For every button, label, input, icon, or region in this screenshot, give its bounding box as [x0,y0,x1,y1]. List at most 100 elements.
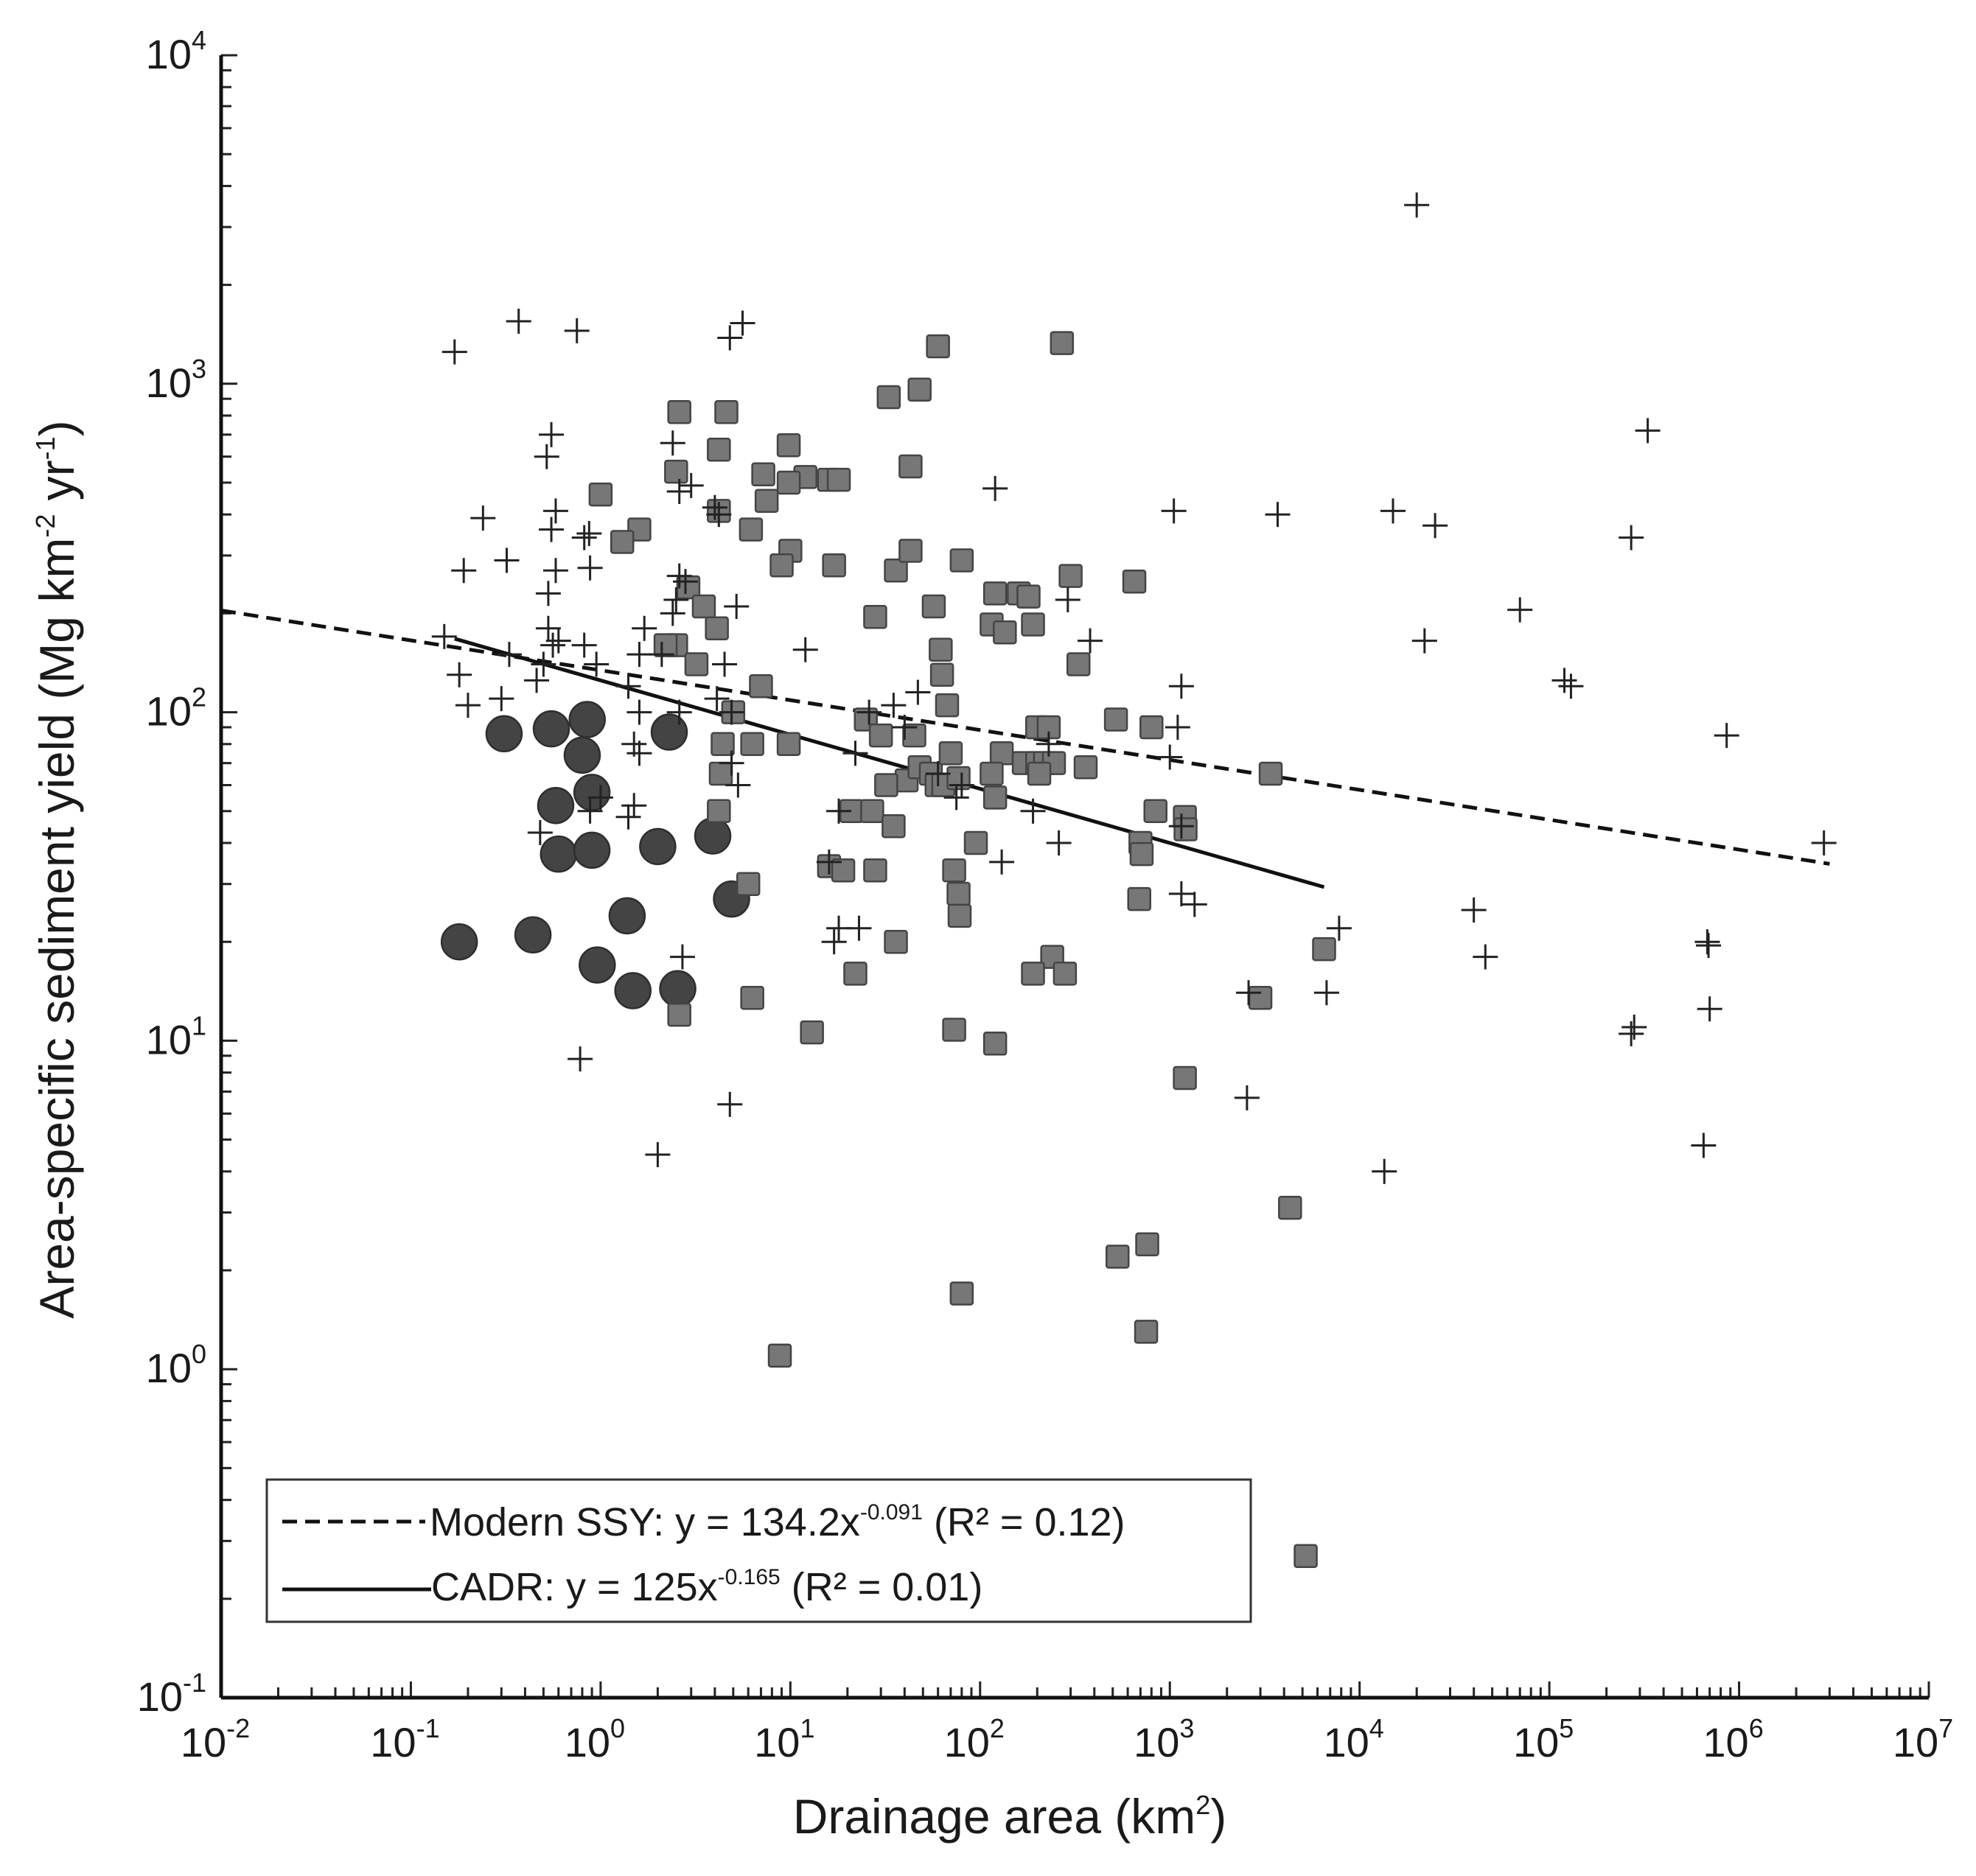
plus-point [949,772,974,798]
square-point [707,799,731,824]
square-point [876,385,901,410]
plus-point [621,731,647,757]
trendlines [220,609,1830,889]
plus-point [943,785,969,811]
circle-point [579,946,616,984]
circle-point [540,835,578,873]
plus-point [678,472,704,498]
circle-point [639,827,677,866]
square-point [993,620,1017,645]
plus-point [1558,673,1584,699]
plus-point [1621,1014,1647,1040]
square-point [929,662,954,687]
plus-point [649,642,674,668]
plus-point [1236,980,1262,1006]
plus-point [496,642,522,668]
circle-point [659,970,697,1008]
circle-point [614,972,652,1009]
trendline-modern-ssy [220,609,1830,866]
circle-point [514,916,552,954]
circle-point [563,736,601,774]
square-point [898,454,923,479]
square-point [982,1032,1008,1056]
square-point [1122,569,1147,594]
square-point [926,334,950,359]
plus-point [712,651,738,677]
plus-point [846,915,872,941]
square-point [1173,817,1198,841]
square-point [1050,331,1075,355]
square-point [1105,1245,1130,1269]
x-tick-label: 100 [565,1713,625,1765]
x-tick-label: 103 [1134,1713,1194,1765]
plus-point [470,505,496,531]
square-point [588,482,613,507]
square-point [860,799,884,824]
plus-point [1020,798,1046,824]
plus-point [615,804,641,830]
square-point [921,594,946,619]
plus-point [571,525,597,550]
x-tick-labels: 10-2 10-1 100 101 102 103 104 105 106 107 [181,1713,1953,1765]
plus-point [666,478,692,504]
square-point [664,459,688,484]
circle-point [440,923,478,961]
square-point [749,674,773,699]
plus-point [1157,744,1183,770]
plus-point [816,849,842,875]
plus-point [535,581,561,606]
square-point [942,1018,966,1042]
y-tick-label: 103 [146,354,206,406]
plus-point [1265,502,1291,528]
x-tick-label: 101 [754,1713,814,1765]
circle-point [568,701,606,738]
square-point [884,929,908,954]
square-point [1278,1195,1302,1220]
plus-point [577,798,603,824]
square-point [1058,564,1083,588]
square-point [1103,707,1128,732]
circle-point [532,710,570,748]
square-point [776,433,801,458]
plus-point [821,929,847,955]
plus-point [1635,418,1661,444]
plus-point [645,1141,671,1167]
square-point [1134,1320,1159,1344]
square-point [863,858,887,883]
square-point [707,438,731,462]
square-point [1143,799,1167,824]
plus-point [441,339,467,365]
plus-point [673,569,699,595]
square-point [653,633,678,657]
square-point [863,605,887,629]
square-point [684,652,709,676]
x-tick-label: 102 [944,1713,1005,1765]
plus-point [702,494,727,520]
plus-point [982,475,1008,501]
square-point [949,548,974,573]
circle-point [650,713,688,751]
square-point [667,399,691,424]
y-axis-title: Area-specific sediment yield (Mg km-2 yr… [29,420,84,1318]
square-point [946,881,971,906]
plus-point [576,521,602,547]
plus-point [1380,498,1406,524]
square-point [982,785,1008,810]
plus-point [534,444,559,469]
square-point [963,830,988,855]
plus-point [1055,587,1080,612]
y-tick-label: 10-1 [137,1667,206,1720]
circle-point [573,831,611,869]
plus-point [1551,668,1577,693]
square-point [942,858,966,883]
square-point [1258,761,1283,786]
plus-point [719,750,744,776]
plus-point [621,793,647,819]
plus-point [571,632,597,658]
square-point [989,741,1014,766]
square-point [1248,986,1273,1010]
circle-point [694,817,732,855]
plus-point [1714,723,1739,749]
square-point [949,1281,974,1306]
